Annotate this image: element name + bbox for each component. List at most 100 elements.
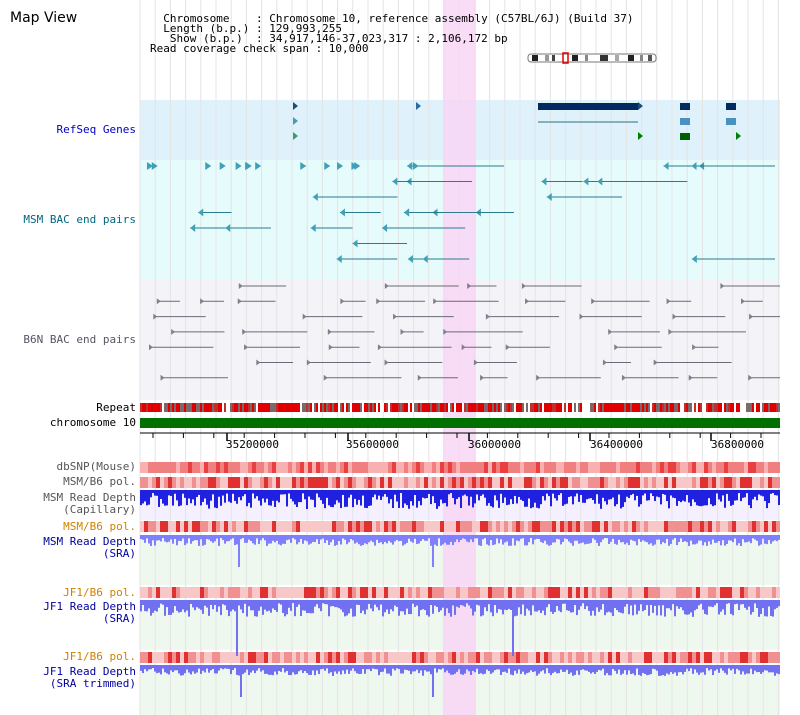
polymorphism-heat bbox=[256, 587, 260, 598]
read-depth-bar bbox=[260, 600, 262, 607]
polymorphism-heat bbox=[748, 652, 752, 663]
read-depth-bar bbox=[256, 535, 258, 539]
repeat-mark bbox=[226, 403, 228, 412]
repeat-mark bbox=[662, 403, 664, 412]
read-depth-bar bbox=[764, 665, 766, 671]
repeat-mark bbox=[388, 403, 390, 412]
read-depth-bar bbox=[196, 600, 198, 608]
polymorphism-heat bbox=[724, 477, 728, 488]
polymorphism-heat bbox=[512, 587, 516, 598]
polymorphism-heat bbox=[228, 477, 232, 488]
read-depth-bar bbox=[184, 490, 186, 498]
read-depth-bar bbox=[324, 535, 326, 543]
read-depth-bar bbox=[656, 535, 658, 540]
read-depth-bar bbox=[304, 535, 306, 541]
read-depth-bar bbox=[480, 535, 482, 546]
polymorphism-heat bbox=[560, 587, 564, 598]
track-label-b6n-bac[interactable]: B6N BAC end pairs bbox=[23, 333, 136, 346]
read-depth-bar bbox=[534, 665, 536, 672]
polymorphism-heat bbox=[272, 587, 276, 598]
read-depth-bar bbox=[530, 600, 532, 616]
polymorphism-heat bbox=[368, 462, 372, 473]
read-depth-bar bbox=[694, 535, 696, 545]
read-depth-bar bbox=[742, 490, 744, 498]
polymorphism-heat bbox=[344, 587, 348, 598]
read-depth-bar bbox=[408, 490, 410, 509]
read-depth-bar bbox=[496, 665, 498, 670]
read-depth-bar bbox=[776, 490, 778, 496]
polymorphism-heat bbox=[736, 521, 740, 532]
read-depth-bar bbox=[774, 600, 776, 610]
polymorphism-heat bbox=[280, 477, 284, 488]
read-depth-bar bbox=[594, 490, 596, 504]
repeat-mark bbox=[162, 403, 164, 412]
read-depth-bar bbox=[548, 665, 550, 674]
polymorphism-heat bbox=[616, 477, 620, 488]
read-depth-bar bbox=[238, 665, 240, 676]
polymorphism-heat bbox=[668, 521, 672, 532]
polymorphism-heat bbox=[184, 521, 188, 532]
polymorphism-heat bbox=[356, 462, 360, 473]
read-depth-bar bbox=[654, 600, 656, 606]
read-depth-bar bbox=[578, 665, 580, 675]
read-depth-bar bbox=[670, 490, 672, 496]
polymorphism-heat bbox=[204, 652, 208, 663]
read-depth-bar bbox=[550, 665, 552, 676]
track-label-msm-bac[interactable]: MSM BAC end pairs bbox=[23, 213, 136, 226]
read-depth-bar bbox=[548, 490, 550, 497]
polymorphism-heat bbox=[392, 462, 396, 473]
polymorphism-heat bbox=[324, 462, 328, 473]
read-depth-bar bbox=[630, 535, 632, 540]
read-depth-bar bbox=[668, 665, 670, 675]
repeat-mark bbox=[444, 403, 446, 412]
polymorphism-heat bbox=[764, 587, 768, 598]
polymorphism-heat bbox=[412, 477, 416, 488]
read-depth-bar bbox=[594, 665, 596, 674]
polymorphism-heat bbox=[364, 587, 368, 598]
read-depth-bar bbox=[520, 600, 522, 615]
track-label-refseq[interactable]: RefSeq Genes bbox=[56, 123, 136, 136]
read-depth-bar bbox=[764, 490, 766, 502]
read-depth-bar bbox=[182, 600, 184, 610]
read-depth-bar bbox=[648, 665, 650, 675]
read-depth-bar bbox=[180, 665, 182, 676]
read-depth-bar bbox=[740, 535, 742, 546]
repeat-mark bbox=[678, 403, 680, 412]
read-depth-bar bbox=[658, 600, 660, 606]
read-depth-bar bbox=[226, 490, 228, 494]
read-depth-bar bbox=[552, 600, 554, 614]
read-depth-bar bbox=[232, 490, 234, 494]
ideogram-band bbox=[648, 55, 652, 61]
polymorphism-heat bbox=[688, 462, 692, 473]
repeat-mark bbox=[302, 403, 304, 412]
polymorphism-heat bbox=[484, 477, 488, 488]
read-depth-bar bbox=[406, 535, 408, 543]
repeat-mark bbox=[158, 403, 160, 412]
polymorphism-heat bbox=[516, 652, 520, 663]
polymorphism-heat bbox=[184, 462, 188, 473]
polymorphism-heat bbox=[728, 462, 732, 473]
polymorphism-heat bbox=[212, 477, 216, 488]
read-depth-bar bbox=[760, 490, 762, 496]
repeat-mark bbox=[340, 403, 342, 412]
read-depth-bar bbox=[366, 600, 368, 610]
read-depth-bar bbox=[688, 490, 690, 503]
read-depth-bar bbox=[170, 665, 172, 671]
polymorphism-heat bbox=[768, 462, 772, 473]
polymorphism-heat bbox=[304, 587, 308, 598]
repeat-mark bbox=[472, 403, 474, 412]
polymorphism-heat bbox=[672, 521, 676, 532]
read-depth-bar bbox=[268, 490, 270, 506]
repeat-mark bbox=[372, 403, 374, 412]
read-depth-bar bbox=[362, 665, 364, 670]
polymorphism-heat bbox=[560, 477, 564, 488]
read-depth-bar bbox=[486, 600, 488, 612]
repeat-mark bbox=[750, 403, 752, 412]
polymorphism-heat bbox=[284, 587, 288, 598]
polymorphism-heat bbox=[568, 477, 572, 488]
read-depth-bar bbox=[646, 490, 648, 501]
polymorphism-heat bbox=[596, 652, 600, 663]
read-depth-bar bbox=[672, 600, 674, 605]
read-depth-bar bbox=[718, 490, 720, 500]
